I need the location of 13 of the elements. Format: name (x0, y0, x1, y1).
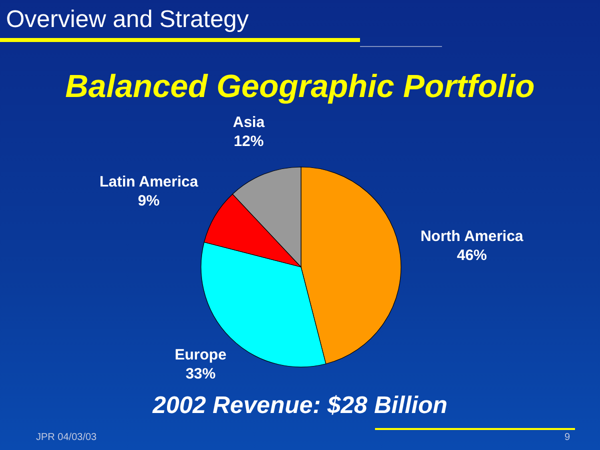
data-label: 46% (456, 247, 487, 264)
chart-title: Balanced Geographic Portfolio (64, 68, 536, 105)
data-label: 12% (234, 132, 264, 150)
text: 9 (564, 432, 570, 443)
slice-label: Latin America (99, 174, 199, 191)
data-label: 9% (138, 192, 160, 210)
text: 2002 Revenue: $28 Billion (151, 392, 448, 420)
slice-label: Europe (174, 346, 226, 364)
slice-label: Asia (232, 114, 266, 131)
text: JPR 04/03/03 (36, 432, 97, 443)
slice-label: North America (420, 228, 524, 246)
chart-subtitle: Overview and Strategy (6, 6, 249, 34)
data-label: 33% (186, 365, 216, 382)
